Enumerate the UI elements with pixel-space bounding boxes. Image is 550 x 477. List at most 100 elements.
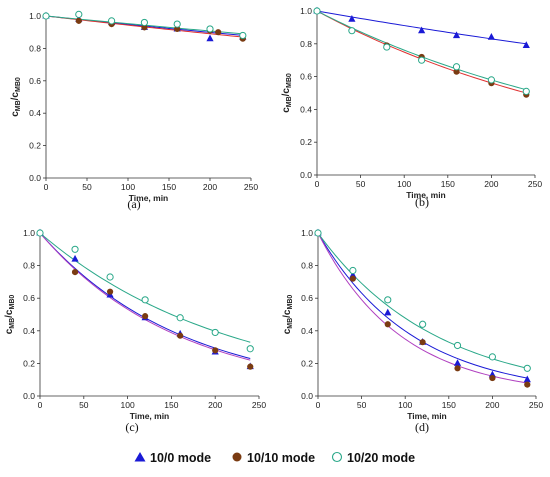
y-tick-label: 0.0 (23, 391, 35, 401)
data-point (419, 320, 427, 328)
data-point (246, 345, 254, 353)
y-tick-label: 1.0 (29, 11, 41, 21)
y-tick-label: 0.2 (23, 358, 35, 368)
data-point (215, 29, 222, 36)
legend-label: 10/0 mode (150, 451, 211, 465)
x-tick-label: 100 (121, 400, 135, 410)
x-tick-label: 150 (441, 179, 455, 189)
x-axis-label: Time, min (406, 190, 446, 200)
panel-label: (a) (127, 197, 140, 211)
fit-curve-10-0-mode (39, 232, 251, 359)
data-point (488, 353, 496, 361)
panel-label: (d) (415, 420, 429, 434)
data-point (206, 25, 214, 33)
data-point (173, 20, 181, 28)
x-axis-label: Time, min (129, 193, 169, 203)
chart-panel-a: 0 50 100 150 200 250 0.0 0.2 0.4 0.6 0.8 1.0 Time, m… (10, 10, 258, 211)
data-point (522, 41, 530, 48)
y-tick-label: 0.6 (29, 76, 41, 86)
x-tick-label: 250 (252, 400, 266, 410)
data-point (453, 341, 462, 350)
data-point (523, 375, 531, 383)
y-tick-label: 0.4 (301, 326, 313, 336)
y-tick-label: 0.4 (300, 104, 312, 114)
data-point (142, 313, 149, 320)
data-point (487, 33, 495, 40)
data-point (454, 365, 461, 372)
data-point (140, 18, 148, 27)
x-tick-label: 0 (44, 182, 49, 192)
x-tick-label: 200 (203, 182, 217, 192)
y-tick-label: 0.6 (23, 293, 35, 303)
y-tick-label: 0.0 (29, 173, 41, 183)
y-tick-label: 0.8 (300, 39, 312, 49)
data-point (177, 332, 184, 339)
y-tick-label: 0.6 (301, 293, 313, 303)
x-tick-label: 50 (357, 400, 367, 410)
data-point (452, 63, 461, 71)
data-point (247, 363, 254, 370)
legend-marker-filled-circle-icon (232, 452, 242, 462)
data-point (314, 229, 322, 237)
data-point (141, 296, 149, 304)
x-tick-label: 250 (528, 179, 542, 189)
chart-panel-b: 0 50 100 150 200 250 0.0 0.2 0.4 0.6 0.8 1.0 Time, m… (281, 6, 542, 209)
data-point (419, 339, 426, 346)
y-axis-label: cMB/cMB0 (281, 73, 293, 113)
x-tick-label: 100 (121, 182, 135, 192)
data-point (42, 12, 50, 20)
data-point (212, 347, 219, 354)
legend-item: 10/10 mode (232, 451, 315, 465)
data-point (349, 275, 356, 282)
x-tick-label: 100 (397, 179, 411, 189)
data-point (349, 266, 357, 275)
legend-item: 10/0 mode (134, 451, 211, 465)
x-tick-label: 50 (79, 400, 89, 410)
data-point (489, 374, 496, 382)
data-point (141, 24, 148, 31)
fit-curve-10-20-mode (316, 10, 527, 91)
data-point (71, 269, 79, 276)
chart-panel-d: 0 50 100 150 200 250 0.0 0.2 0.4 0.6 0.8 1.0 Time, m… (282, 228, 543, 434)
y-tick-label: 0.2 (300, 137, 312, 147)
chart-panels: 0 50 100 150 200 250 0.0 0.2 0.4 0.6 0.8 1.0 Time, m… (4, 6, 543, 434)
x-tick-label: 50 (356, 179, 366, 189)
data-point (206, 34, 214, 42)
data-point (524, 381, 531, 388)
y-tick-label: 1.0 (23, 228, 35, 238)
legend-label: 10/10 mode (247, 451, 315, 465)
data-point (418, 26, 426, 34)
panel-label: (c) (125, 420, 138, 434)
data-point (348, 27, 356, 35)
data-point (36, 229, 44, 237)
data-point (108, 17, 116, 25)
data-point (348, 15, 356, 22)
data-point (211, 328, 219, 337)
x-tick-label: 250 (529, 400, 543, 410)
data-point (383, 43, 391, 51)
legend: 10/0 mode 10/10 mode 10/20 mode (134, 451, 415, 465)
y-tick-label: 0.6 (300, 72, 312, 82)
panel-label: (b) (415, 195, 429, 209)
y-tick-label: 1.0 (301, 228, 313, 238)
data-point (384, 308, 392, 316)
y-tick-label: 0.0 (300, 170, 312, 180)
data-point (239, 31, 247, 40)
data-point (452, 31, 461, 39)
x-tick-label: 100 (398, 400, 412, 410)
data-point (384, 296, 392, 304)
y-tick-label: 0.0 (301, 391, 313, 401)
x-tick-label: 200 (208, 400, 222, 410)
y-tick-label: 0.2 (29, 141, 41, 151)
legend-item: 10/20 mode (331, 451, 415, 465)
data-point (418, 56, 426, 64)
x-tick-label: 50 (82, 182, 92, 192)
data-point (106, 288, 114, 295)
y-axis-label: cMB/cMB0 (4, 295, 16, 335)
data-point (71, 254, 79, 262)
y-axis-label: cMB/cMB0 (10, 77, 22, 117)
x-axis-label: Time, min (407, 411, 447, 421)
legend-marker-open-circle-icon (331, 451, 343, 463)
data-point (71, 245, 79, 253)
y-tick-label: 1.0 (300, 6, 312, 16)
